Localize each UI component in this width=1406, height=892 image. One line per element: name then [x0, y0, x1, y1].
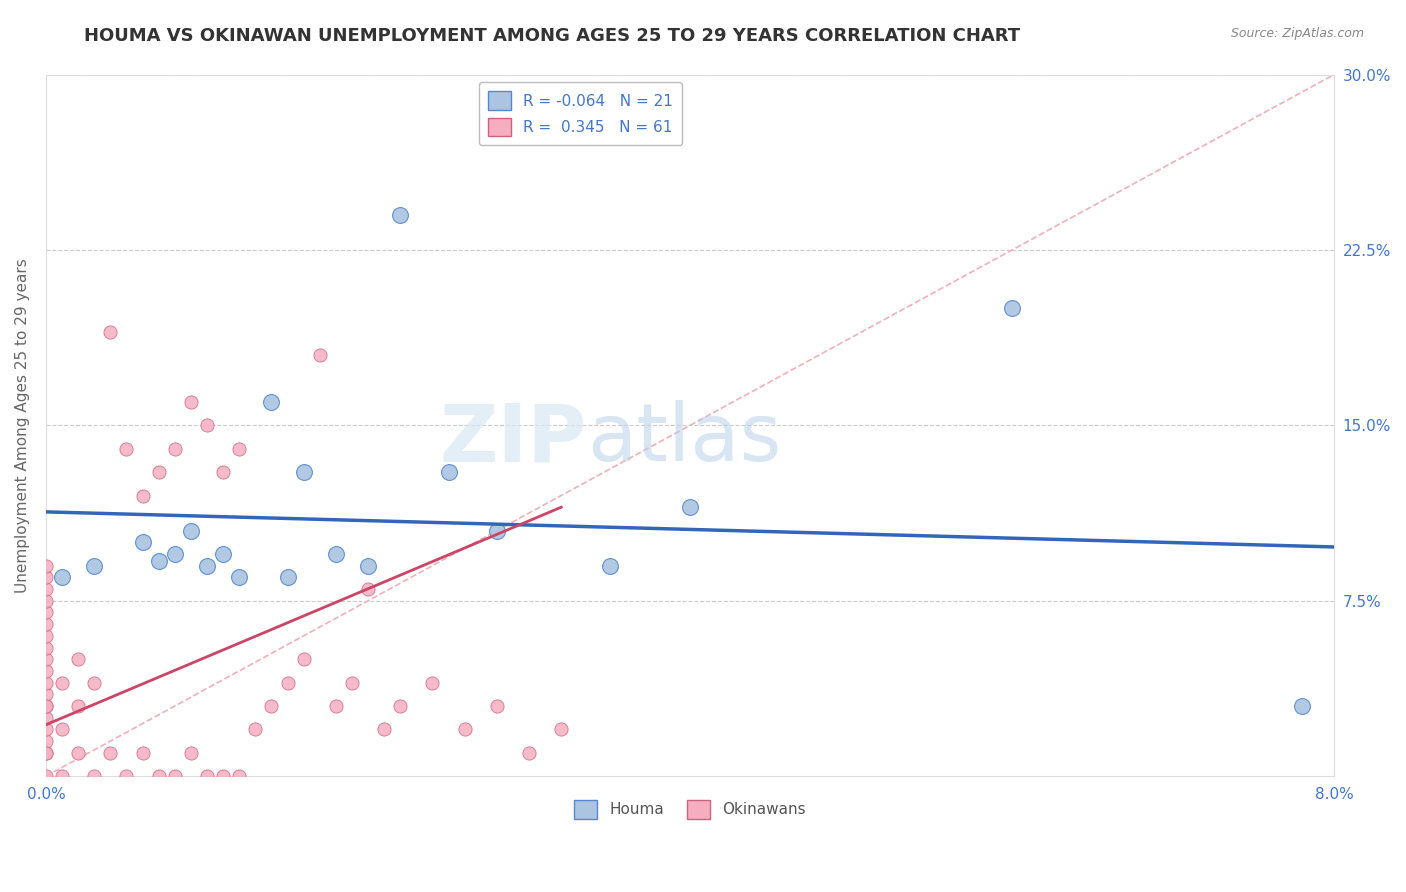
Legend: Houma, Okinawans: Houma, Okinawans [568, 794, 813, 825]
Point [212, 547, 235, 561]
Point [35, 570, 58, 584]
Point [35, 593, 58, 607]
Point [679, 500, 702, 515]
Point [67, 652, 90, 666]
Point [148, 769, 170, 783]
Text: HOUMA VS OKINAWAN UNEMPLOYMENT AMONG AGES 25 TO 29 YEARS CORRELATION CHART: HOUMA VS OKINAWAN UNEMPLOYMENT AMONG AGE… [84, 27, 1021, 45]
Point [35, 698, 58, 713]
Point [180, 524, 202, 538]
Text: atlas: atlas [588, 401, 782, 478]
Point [308, 348, 330, 362]
Point [83, 769, 105, 783]
Point [180, 395, 202, 409]
Point [35, 617, 58, 632]
Point [1001, 301, 1024, 316]
Point [357, 582, 380, 596]
Point [35, 723, 58, 737]
Point [389, 698, 412, 713]
Point [35, 558, 58, 573]
Point [163, 769, 186, 783]
Point [131, 489, 153, 503]
Point [245, 723, 267, 737]
Point [35, 711, 58, 725]
Point [67, 746, 90, 760]
Point [35, 698, 58, 713]
Point [422, 675, 444, 690]
Point [195, 558, 218, 573]
Point [148, 554, 170, 568]
Text: ZIP: ZIP [440, 401, 588, 478]
Point [35, 734, 58, 748]
Point [35, 652, 58, 666]
Point [195, 769, 218, 783]
Point [195, 418, 218, 433]
Point [228, 442, 250, 456]
Point [599, 558, 621, 573]
Point [260, 395, 283, 409]
Point [67, 698, 90, 713]
Point [163, 442, 186, 456]
Point [389, 208, 412, 222]
Point [276, 675, 298, 690]
Point [131, 746, 153, 760]
Point [35, 746, 58, 760]
Point [35, 746, 58, 760]
Point [35, 769, 58, 783]
Point [228, 570, 250, 584]
Point [163, 547, 186, 561]
Point [517, 746, 540, 760]
Point [83, 675, 105, 690]
Point [550, 723, 572, 737]
Point [83, 558, 105, 573]
Point [212, 465, 235, 479]
Point [260, 698, 283, 713]
Point [276, 570, 298, 584]
Point [325, 698, 347, 713]
Point [115, 769, 138, 783]
Point [51, 570, 73, 584]
Point [228, 769, 250, 783]
Point [51, 675, 73, 690]
Point [35, 582, 58, 596]
Point [453, 723, 475, 737]
Point [485, 524, 508, 538]
Point [212, 769, 235, 783]
Point [180, 746, 202, 760]
Point [148, 465, 170, 479]
Point [51, 723, 73, 737]
Point [51, 769, 73, 783]
Point [35, 687, 58, 701]
Point [340, 675, 363, 690]
Point [35, 629, 58, 643]
Point [292, 652, 315, 666]
Point [373, 723, 395, 737]
Point [35, 664, 58, 678]
Y-axis label: Unemployment Among Ages 25 to 29 years: Unemployment Among Ages 25 to 29 years [15, 258, 30, 592]
Point [485, 698, 508, 713]
Point [1291, 698, 1313, 713]
Text: Source: ZipAtlas.com: Source: ZipAtlas.com [1230, 27, 1364, 40]
Point [131, 535, 153, 549]
Point [35, 606, 58, 620]
Point [35, 675, 58, 690]
Point [325, 547, 347, 561]
Point [100, 746, 122, 760]
Point [115, 442, 138, 456]
Point [357, 558, 380, 573]
Point [437, 465, 460, 479]
Point [292, 465, 315, 479]
Point [35, 640, 58, 655]
Point [100, 325, 122, 339]
